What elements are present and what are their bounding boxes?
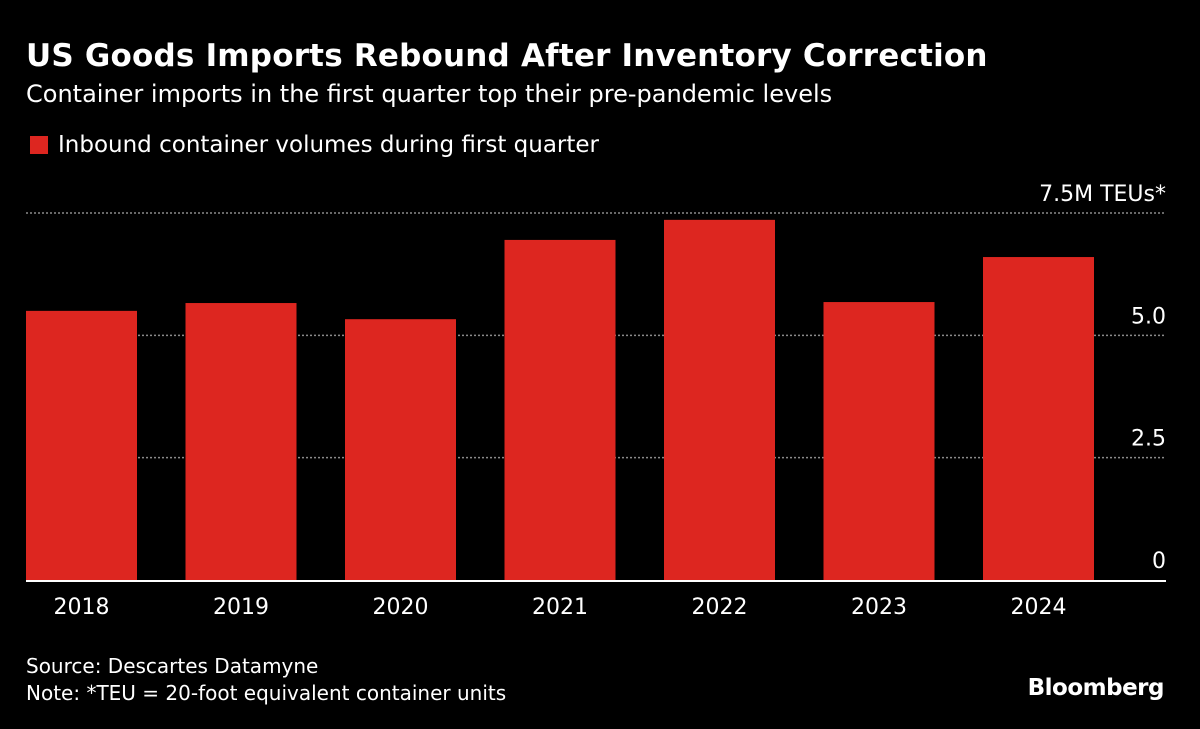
bar-2020 [345, 319, 456, 580]
bar-2023 [823, 302, 935, 580]
x-tick-label: 2020 [373, 595, 429, 620]
bloomberg-logo: Bloomberg [1027, 675, 1165, 701]
bar-chart: 0 2.5 5.0 7.5M TEUs* 2018 2019 2020 2021 2022 202… [26, 182, 1166, 620]
legend: Inbound container volumes during first q… [30, 132, 599, 158]
x-tick-label: 2021 [532, 595, 588, 620]
y-tick-label: 0 [1152, 549, 1166, 574]
y-tick-label: 5.0 [1131, 304, 1166, 329]
note-text: Note: *TEU = 20-foot equivalent containe… [26, 681, 507, 705]
footer: Source: Descartes Datamyne Note: *TEU = … [26, 653, 506, 707]
legend-swatch [30, 136, 48, 154]
y-tick-label: 7.5M TEUs* [1039, 182, 1166, 207]
x-tick-label: 2018 [54, 595, 110, 620]
bar-2024 [983, 257, 1094, 580]
source-text: Source: Descartes Datamyne [26, 654, 319, 678]
bar-2021 [504, 239, 616, 580]
legend-label: Inbound container volumes during first q… [58, 132, 600, 158]
bar-2019 [185, 303, 297, 580]
chart-subtitle: Container imports in the first quarter t… [26, 80, 833, 108]
x-tick-label: 2019 [213, 595, 269, 620]
bar-2018 [26, 310, 137, 580]
y-tick-label: 2.5 [1131, 427, 1166, 452]
x-tick-label: 2024 [1011, 595, 1067, 620]
chart-title: US Goods Imports Rebound After Inventory… [26, 38, 988, 74]
x-tick-label: 2023 [851, 595, 907, 620]
x-tick-label: 2022 [692, 595, 748, 620]
bar-2022 [664, 219, 775, 581]
